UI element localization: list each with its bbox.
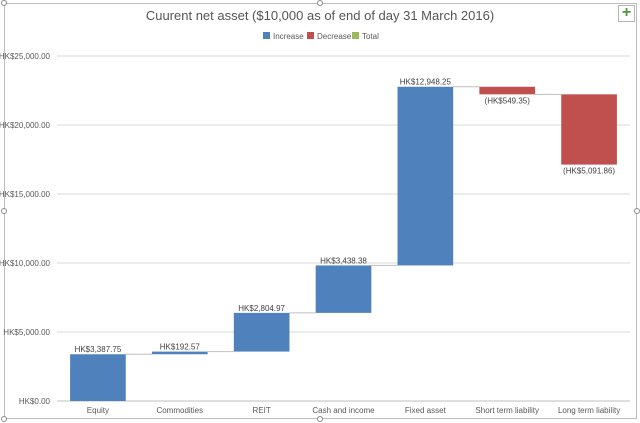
- data-labels: HK$3,387.75 HK$192.57 HK$2,804.97 HK$3,438.…: [75, 78, 616, 355]
- legend-swatch-increase: [263, 32, 270, 39]
- bar-2: [233, 312, 290, 352]
- data-label-4: HK$12,948.25: [400, 78, 452, 87]
- plus-icon: +: [621, 4, 632, 21]
- x-category-label: Short term liability: [475, 406, 539, 415]
- legend-label-decrease: Decrease: [317, 32, 352, 41]
- data-label-2: HK$2,804.97: [238, 304, 285, 313]
- x-axis: Equity Commodities REIT Cash and income Fixe…: [87, 406, 620, 415]
- bar-6: [561, 94, 617, 165]
- bar-3: [315, 265, 372, 313]
- x-category-label: Fixed asset: [405, 406, 447, 415]
- x-category-label: Equity: [87, 406, 109, 415]
- legend-swatch-total: [352, 32, 359, 39]
- legend-label-total: Total: [362, 32, 379, 41]
- y-tick-label: HK$10,000.00: [0, 259, 51, 268]
- y-tick-label: HK$20,000.00: [0, 121, 51, 130]
- data-label-3: HK$3,438.38: [320, 256, 367, 265]
- y-axis: HK$0.00 HK$5,000.00 HK$10,000.00 HK$15,000.…: [0, 52, 51, 406]
- data-label-0: HK$3,387.75: [75, 345, 122, 354]
- chart-legend: Increase Decrease Total: [263, 32, 379, 41]
- connector-lines: [125, 86, 562, 355]
- x-category-label: Long term liability: [558, 406, 620, 415]
- y-tick-label: HK$5,000.00: [3, 328, 50, 337]
- resize-handle-top-center[interactable]: [317, 0, 323, 6]
- resize-handle-bottom-center[interactable]: [317, 416, 323, 422]
- chart-title: Cuurent net asset ($10,000 as of end of …: [146, 8, 494, 23]
- data-label-6: (HK$5,091.86): [563, 167, 615, 176]
- data-label-5: (HK$549.35): [485, 96, 531, 105]
- resize-handle-left-middle[interactable]: [1, 208, 7, 214]
- bar-1: [151, 351, 208, 355]
- bars: [70, 86, 617, 401]
- gridlines: [57, 55, 630, 402]
- resize-handle-top-left[interactable]: [1, 0, 7, 6]
- bar-4: [397, 86, 454, 266]
- x-category-label: Cash and income: [312, 406, 375, 415]
- data-label-1: HK$192.57: [160, 343, 201, 352]
- legend-label-increase: Increase: [273, 32, 304, 41]
- x-category-label: REIT: [253, 406, 271, 415]
- bar-0: [70, 354, 126, 401]
- add-chart-element-button[interactable]: +: [618, 5, 635, 22]
- y-tick-label: HK$15,000.00: [0, 190, 51, 199]
- y-tick-label: HK$25,000.00: [0, 52, 51, 61]
- bar-5: [479, 86, 536, 95]
- x-category-label: Commodities: [156, 406, 203, 415]
- legend-swatch-decrease: [307, 32, 314, 39]
- resize-handle-bottom-left[interactable]: [1, 416, 7, 422]
- y-tick-label: HK$0.00: [19, 397, 51, 406]
